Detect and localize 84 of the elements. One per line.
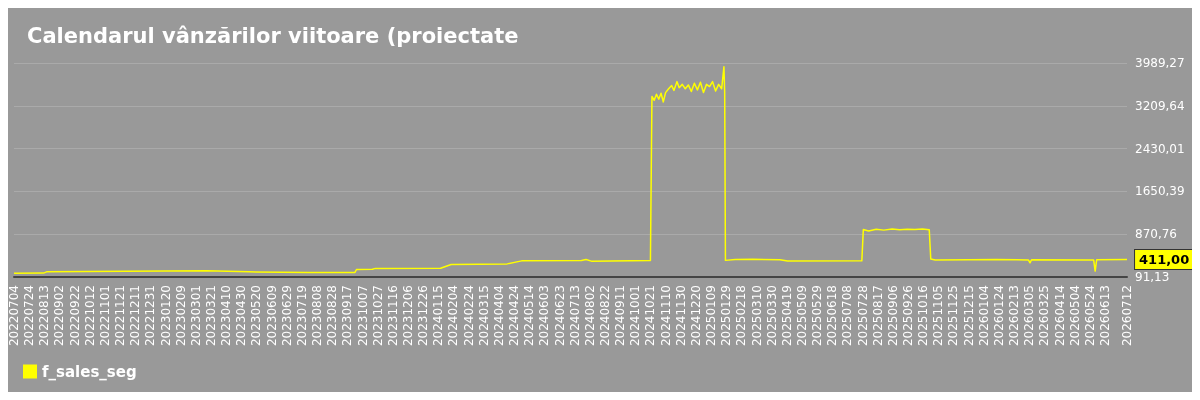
- y-tick-label: 1650,39: [1135, 184, 1185, 199]
- y-tick-label: 3989,27: [1135, 56, 1185, 70]
- x-tick-label: 20260213: [1007, 285, 1022, 347]
- x-tick-label: 20260524: [1082, 285, 1097, 347]
- x-tick-label: 20260325: [1037, 285, 1052, 347]
- x-tick-label: 20260414: [1052, 285, 1067, 347]
- x-tick-label: 20221231: [143, 285, 158, 347]
- x-tick-label: 20230321: [203, 285, 218, 347]
- x-tick-label: 20241110: [658, 285, 673, 347]
- x-tick-label: 20221101: [97, 285, 112, 347]
- x-tick-label: 20241130: [673, 285, 688, 347]
- x-tick-label: 20240802: [582, 285, 597, 347]
- x-tick-label: 20230301: [188, 285, 203, 347]
- x-tick-label: 20240713: [567, 285, 582, 347]
- x-tick-label: 20230719: [294, 285, 309, 347]
- annotation: 411,00: [1139, 251, 1190, 267]
- x-tick-label: 20221012: [82, 285, 97, 347]
- x-tick-label: 20260124: [991, 285, 1006, 347]
- x-tick-label: 20231226: [416, 285, 431, 347]
- x-tick-label: 20221211: [128, 285, 143, 347]
- x-tick-label: 20250708: [840, 285, 855, 347]
- x-tick-label: 20240204: [446, 285, 461, 347]
- x-tick-label: 20220704: [7, 285, 21, 347]
- x-tick-label: 20240404: [491, 285, 506, 347]
- x-tick-label: 20230609: [264, 285, 279, 347]
- x-tick-label: 20241001: [628, 285, 643, 347]
- x-tick-label: 20230209: [173, 285, 188, 347]
- line-series: [13, 66, 1128, 274]
- x-tick-label: 20230917: [340, 285, 355, 347]
- legend-label: f_sales_seg: [42, 362, 137, 381]
- x-tick-label: 20250218: [734, 285, 749, 347]
- x-tick-label: 20231027: [370, 285, 385, 347]
- x-tick-label: 20220902: [52, 285, 67, 347]
- x-tick-label: 20251125: [946, 285, 961, 347]
- x-tick-label: 20250906: [885, 285, 900, 347]
- x-tick-label: 20250129: [719, 285, 734, 347]
- x-tick-label: 20220813: [37, 285, 52, 347]
- x-tick-label: 20230410: [219, 285, 234, 347]
- x-tick-label: 20241021: [643, 285, 658, 347]
- y-tick-label: 2430,01: [1135, 141, 1185, 156]
- x-tick-label: 20250618: [825, 285, 840, 347]
- x-tick-label: 20231206: [400, 285, 415, 347]
- x-tick-label: 20251105: [931, 285, 946, 347]
- x-tick-label: 20230629: [279, 285, 294, 347]
- x-tick-label: 20250728: [855, 285, 870, 347]
- x-tick-label: 20250529: [810, 285, 825, 347]
- y-tick-label: 870,76: [1135, 227, 1177, 242]
- x-tick-label: 20250926: [901, 285, 916, 347]
- x-tick-label: 20230828: [325, 285, 340, 347]
- x-tick-label: 20250509: [794, 285, 809, 347]
- x-tick-label: 20260504: [1067, 285, 1082, 347]
- x-tick-label: 20231007: [355, 285, 370, 347]
- x-tick-label: 20251215: [961, 285, 976, 347]
- x-tick-label: 20220922: [67, 285, 82, 347]
- x-tick-label: 20231116: [385, 285, 400, 347]
- x-tick-label: 20241220: [688, 285, 703, 347]
- x-tick-label: 20240911: [613, 285, 628, 347]
- x-tick-label: 20250817: [870, 285, 885, 347]
- x-tick-label: 20230120: [158, 285, 173, 347]
- x-tick-label: 20250419: [779, 285, 794, 347]
- x-tick-label: 20240623: [552, 285, 567, 347]
- x-tick-label: 20260305: [1022, 285, 1037, 347]
- x-tick-label: 20260613: [1098, 285, 1113, 347]
- x-tick-label: 20221121: [113, 285, 128, 347]
- x-tick-label: 20240224: [461, 285, 476, 347]
- x-tick-label: 20240115: [431, 285, 446, 347]
- x-tick-label: 20240822: [597, 285, 612, 347]
- x-tick-label: 20260104: [976, 285, 991, 347]
- x-tick-label: 20250310: [749, 285, 764, 347]
- x-tick-label: 20230430: [234, 285, 249, 347]
- x-tick-label: 20260712: [1120, 285, 1134, 347]
- x-tick-label: 20240424: [507, 285, 522, 347]
- x-tick-label: 20220724: [22, 285, 37, 347]
- chart-title: Calendarul vânzărilor viitoare (proiectate: [27, 23, 519, 48]
- x-tick-label: 20240514: [522, 285, 537, 347]
- y-tick-label: 91,13: [1135, 270, 1170, 284]
- x-tick-label: 20230520: [249, 285, 264, 347]
- x-tick-label: 20240603: [537, 285, 552, 347]
- y-tick-label: 3209,64: [1135, 98, 1185, 113]
- x-tick-label: 20250330: [764, 285, 779, 347]
- x-tick-label: 20230808: [310, 285, 325, 347]
- x-tick-label: 20240315: [476, 285, 491, 347]
- x-tick-label: 20250109: [704, 285, 719, 347]
- x-tick-label: 20251016: [916, 285, 931, 347]
